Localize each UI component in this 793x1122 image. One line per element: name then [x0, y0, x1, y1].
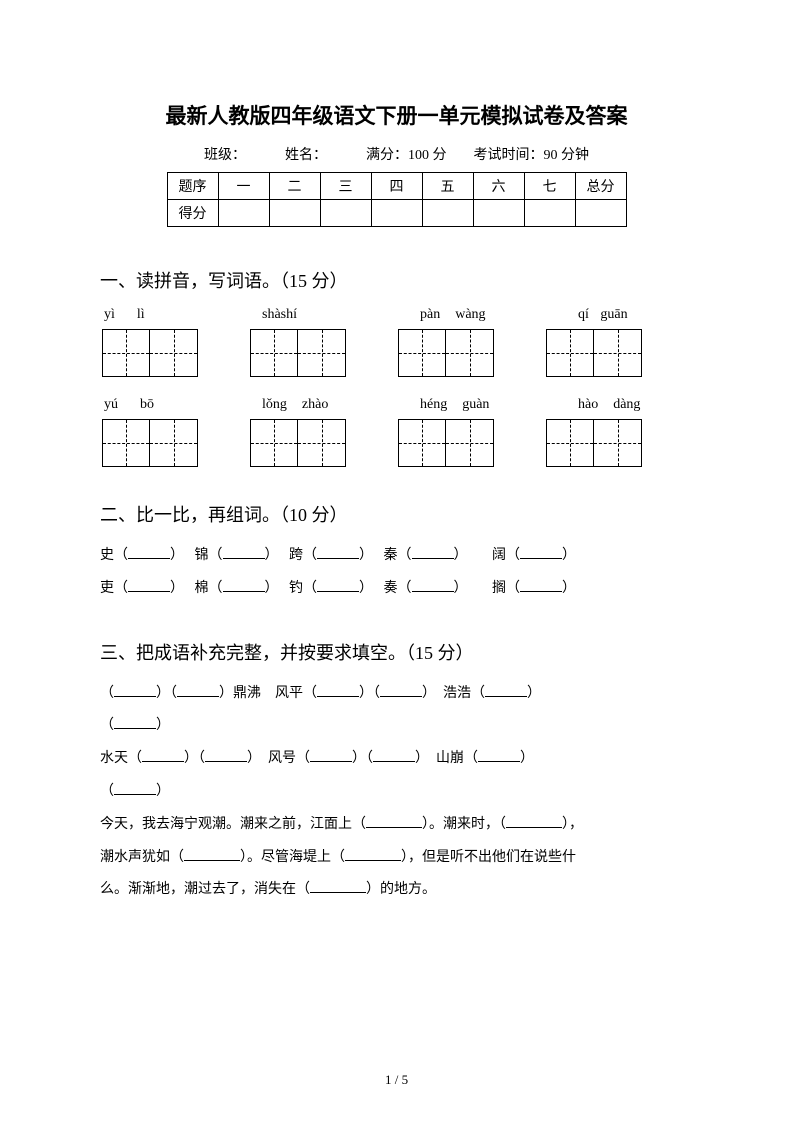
fill-blank[interactable]	[128, 577, 170, 592]
class-label: 班级：	[204, 144, 246, 164]
td-blank[interactable]	[473, 200, 524, 227]
fill-blank[interactable]	[380, 682, 422, 697]
pinyin-cell: lǒng zhào	[262, 397, 368, 413]
fill-blank[interactable]	[366, 813, 422, 828]
th-5: 五	[422, 173, 473, 200]
fill-blank[interactable]	[412, 577, 454, 592]
fill-blank[interactable]	[177, 682, 219, 697]
name-label: 姓名：	[285, 144, 327, 164]
char-box-pair[interactable]	[398, 329, 494, 377]
fill-blank[interactable]	[485, 682, 527, 697]
table-row: 题序 一 二 三 四 五 六 七 总分	[167, 173, 626, 200]
char-box-pair[interactable]	[398, 419, 494, 467]
fill-blank[interactable]	[520, 577, 562, 592]
fill-blank[interactable]	[345, 846, 401, 861]
section-2-heading: 二、比一比，再组词。（10 分）	[100, 501, 693, 527]
fill-blank[interactable]	[114, 682, 156, 697]
fill-blank[interactable]	[184, 846, 240, 861]
q3-line1: （）（）鼎沸 风平（）（） 浩浩（）	[100, 679, 693, 710]
th-7: 七	[524, 173, 575, 200]
page-total: 5	[402, 1072, 409, 1087]
pinyin-cell: pàn wàng	[420, 307, 526, 323]
td-blank[interactable]	[422, 200, 473, 227]
fill-blank[interactable]	[114, 714, 156, 729]
char-box-pair[interactable]	[102, 419, 198, 467]
char-box-pair[interactable]	[102, 329, 198, 377]
th-total: 总分	[575, 173, 626, 200]
fill-blank[interactable]	[128, 544, 170, 559]
exam-meta: 班级： 姓名： 满分：100 分 考试时间：90 分钟	[100, 144, 693, 164]
time-label: 考试时间：90 分钟	[474, 144, 590, 164]
fill-blank[interactable]	[310, 747, 352, 762]
fill-blank[interactable]	[310, 878, 366, 893]
fill-blank[interactable]	[506, 813, 562, 828]
section-3-heading: 三、把成语补充完整，并按要求填空。（15 分）	[100, 639, 693, 665]
q2-line1: 史（） 锦（） 跨（） 秦（） 阔（）	[100, 541, 693, 572]
fill-blank[interactable]	[114, 780, 156, 795]
document-title: 最新人教版四年级语文下册一单元模拟试卷及答案	[100, 100, 693, 130]
th-6: 六	[473, 173, 524, 200]
pinyin-cell: yú bō	[104, 397, 210, 413]
q3-body: （）（）鼎沸 风平（）（） 浩浩（） （） 水天（）（） 风号（）（） 山崩（）…	[100, 679, 693, 907]
page: 最新人教版四年级语文下册一单元模拟试卷及答案 班级： 姓名： 满分：100 分 …	[0, 0, 793, 1122]
th-2: 二	[269, 173, 320, 200]
char-box-pair[interactable]	[546, 329, 642, 377]
fill-blank[interactable]	[317, 682, 359, 697]
q3-line2b: （）	[100, 777, 693, 808]
pinyin-cell: héng guàn	[420, 397, 526, 413]
char-box-pair[interactable]	[546, 419, 642, 467]
td-blank[interactable]	[524, 200, 575, 227]
fill-blank[interactable]	[412, 544, 454, 559]
fill-blank[interactable]	[317, 577, 359, 592]
td-blank[interactable]	[269, 200, 320, 227]
q2-body: 史（） 锦（） 跨（） 秦（） 阔（） 吏（） 棉（） 钓（） 奏（） 搁（）	[100, 541, 693, 605]
td-blank[interactable]	[575, 200, 626, 227]
char-box-pair[interactable]	[250, 419, 346, 467]
score-table: 题序 一 二 三 四 五 六 七 总分 得分	[167, 172, 627, 227]
table-row: 得分	[167, 200, 626, 227]
fill-blank[interactable]	[205, 747, 247, 762]
q3-para3: 么。渐渐地，潮过去了，消失在（）的地方。	[100, 875, 693, 906]
q3-para1: 今天，我去海宁观潮。潮来之前，江面上（）。潮来时，（），	[100, 810, 693, 841]
pinyin-cell: hào dàng	[578, 397, 684, 413]
fill-blank[interactable]	[142, 747, 184, 762]
fill-blank[interactable]	[317, 544, 359, 559]
q2-line2: 吏（） 棉（） 钓（） 奏（） 搁（）	[100, 574, 693, 605]
th-4: 四	[371, 173, 422, 200]
page-footer: 1 / 5	[0, 1072, 793, 1088]
boxes-row	[100, 419, 693, 467]
th-3: 三	[320, 173, 371, 200]
pinyin-cell: qí guān	[578, 307, 684, 323]
fill-blank[interactable]	[223, 544, 265, 559]
char-box-pair[interactable]	[250, 329, 346, 377]
fullscore-label: 满分：100 分	[366, 144, 447, 164]
pinyin-cell: shàshí	[262, 307, 368, 323]
section-1-heading: 一、读拼音，写词语。（15 分）	[100, 267, 693, 293]
fill-blank[interactable]	[520, 544, 562, 559]
th-seq: 题序	[167, 173, 218, 200]
boxes-row	[100, 329, 693, 377]
fill-blank[interactable]	[478, 747, 520, 762]
pinyin-cell: yì lì	[104, 307, 210, 323]
q3-para2: 潮水声犹如（）。尽管海堤上（），但是听不出他们在说些什	[100, 843, 693, 874]
q3-line1b: （）	[100, 711, 693, 742]
fill-blank[interactable]	[373, 747, 415, 762]
td-blank[interactable]	[320, 200, 371, 227]
fill-blank[interactable]	[223, 577, 265, 592]
th-1: 一	[218, 173, 269, 200]
pinyin-row: yì lì shàshí pàn wàng qí guān	[100, 307, 693, 323]
pinyin-row: yú bō lǒng zhào héng guàn hào dàng	[100, 397, 693, 413]
td-score-label: 得分	[167, 200, 218, 227]
q3-line2: 水天（）（） 风号（）（） 山崩（）	[100, 744, 693, 775]
td-blank[interactable]	[218, 200, 269, 227]
td-blank[interactable]	[371, 200, 422, 227]
page-sep: /	[391, 1072, 401, 1087]
